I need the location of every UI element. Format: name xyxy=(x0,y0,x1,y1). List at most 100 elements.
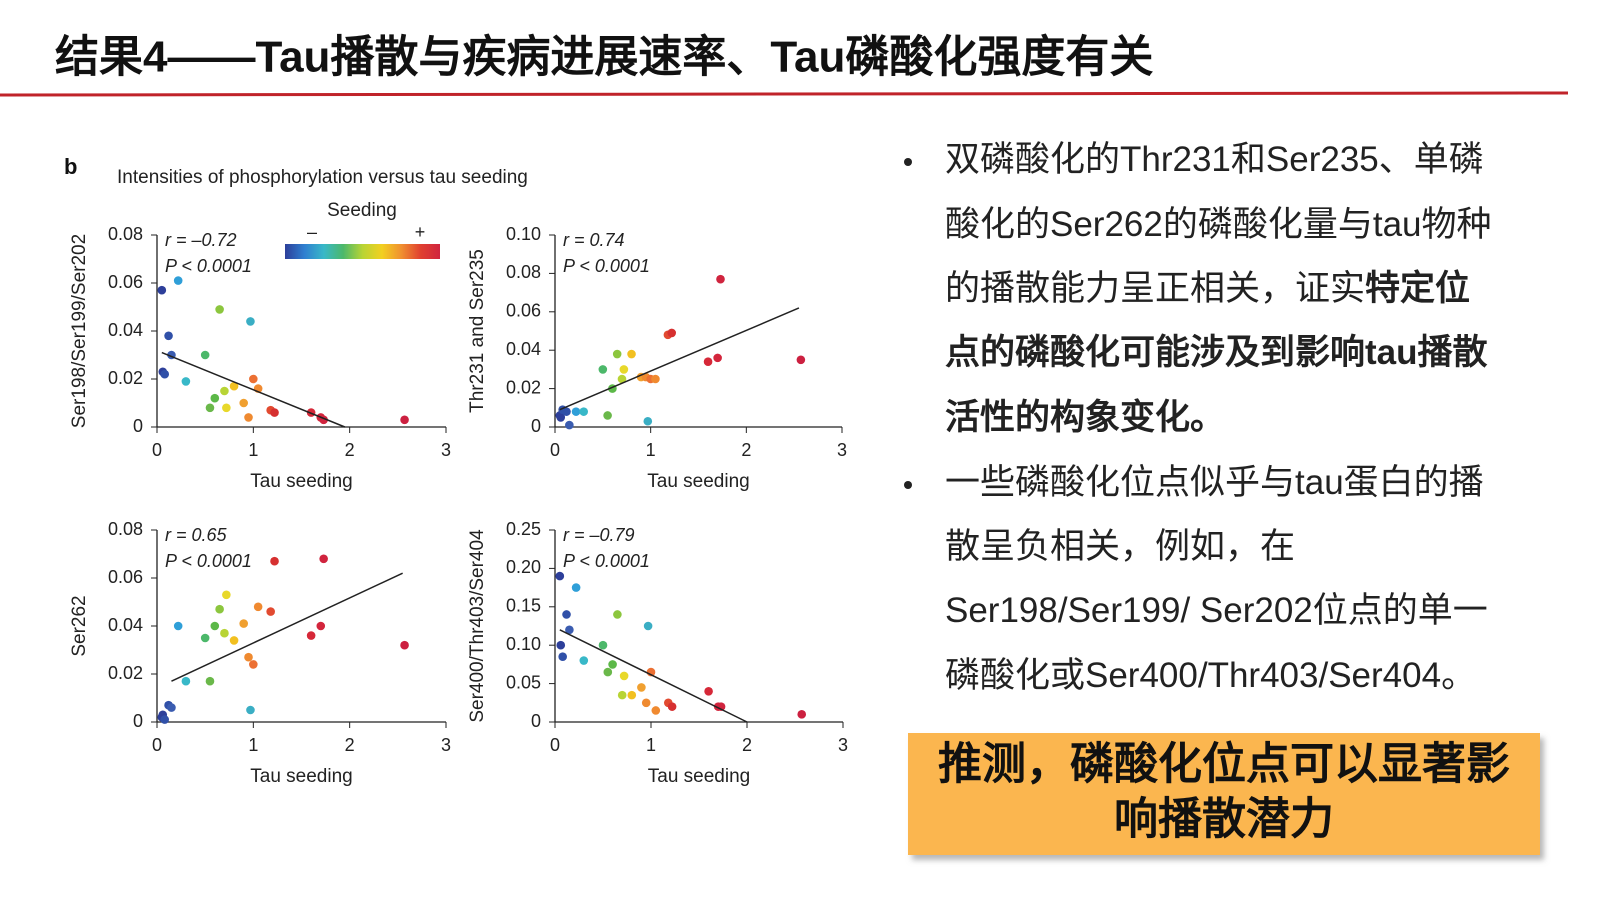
y-tick-label: 0.05 xyxy=(506,672,541,692)
colorbar-low: – xyxy=(307,222,317,242)
x-tick-label: 2 xyxy=(345,735,355,755)
scatter-point xyxy=(571,407,581,416)
bullet-text: 散呈负相关，例如，在 xyxy=(945,527,1295,566)
y-tick-label: 0.06 xyxy=(108,567,143,587)
scatter-point xyxy=(246,705,255,715)
scatter-point xyxy=(667,702,677,711)
x-tick-label: 1 xyxy=(248,440,258,460)
y-tick-label: 0.06 xyxy=(506,301,541,321)
scatter-point xyxy=(160,715,170,724)
y-axis-label: Ser400/Thr403/Ser404 xyxy=(467,529,488,723)
scatter-point xyxy=(246,317,255,326)
scatter-point xyxy=(651,706,661,715)
y-tick-label: 0 xyxy=(133,711,143,731)
scatter-point xyxy=(579,656,589,665)
fit-line xyxy=(161,351,346,428)
figure-title: Intensities of phosphorylation versus ta… xyxy=(117,167,528,188)
scatter-point xyxy=(608,660,617,669)
scatter-point xyxy=(716,274,725,284)
scatter-point xyxy=(555,571,565,581)
y-axis-label: Thr231 and Ser235 xyxy=(467,249,488,413)
bullet-text: 活性的构象变化。 xyxy=(945,398,1225,437)
colorbar xyxy=(285,244,440,259)
scatter-point xyxy=(704,686,713,696)
stat-annotation: r = –0.79 xyxy=(563,525,635,545)
bullet-line: 一些磷酸化位点似乎与tau蛋白的播 xyxy=(945,463,1484,502)
scatter-point xyxy=(619,365,629,374)
scatter-point xyxy=(244,413,253,422)
scatter-point xyxy=(249,374,258,384)
scatter-point xyxy=(173,621,183,631)
colorbar-high: + xyxy=(415,222,426,242)
x-axis-label: Tau seeding xyxy=(648,766,750,787)
scatter-point xyxy=(220,628,229,638)
scatter-point xyxy=(565,625,574,635)
bullet-line: 点的磷酸化可能涉及到影响tau播散 xyxy=(945,333,1488,372)
scatter-point xyxy=(167,703,176,712)
bullet-text: 酸化的Ser262的磷酸化量与tau物种 xyxy=(945,205,1492,244)
y-tick-label: 0.08 xyxy=(108,224,143,244)
x-tick-label: 3 xyxy=(441,440,451,460)
stat-annotation: r = –0.72 xyxy=(165,230,237,250)
scatter-point xyxy=(244,652,253,662)
scatter-point xyxy=(617,374,627,384)
scatter-point xyxy=(613,610,622,619)
bullet-text: Ser198/Ser199/ Ser202位点的单一 xyxy=(945,591,1488,630)
y-tick-label: 0.08 xyxy=(108,519,143,539)
bullet-dot xyxy=(904,158,912,166)
scatter-point xyxy=(400,415,409,425)
colorbar-title: Seeding xyxy=(327,200,397,221)
scatter-point xyxy=(556,413,566,422)
scatter-point xyxy=(222,590,231,600)
bullet-line: 酸化的Ser262的磷酸化量与tau物种 xyxy=(945,205,1492,244)
scatter-point xyxy=(306,631,316,640)
y-tick-label: 0 xyxy=(531,416,541,436)
scatter-point xyxy=(556,640,566,650)
scatter-point xyxy=(316,621,326,631)
x-tick-label: 0 xyxy=(550,735,560,755)
conclusion-box xyxy=(908,733,1540,855)
scatter-point xyxy=(229,636,239,645)
title-rule xyxy=(0,91,1569,97)
scatter-point xyxy=(619,671,629,681)
scatter-point xyxy=(603,411,612,420)
conclusion-text: 响播散潜力 xyxy=(1114,795,1334,844)
y-tick-label: 0.10 xyxy=(506,224,541,244)
x-tick-label: 2 xyxy=(741,440,751,460)
scatter-point xyxy=(562,407,571,416)
scatter-point xyxy=(220,386,229,396)
scatter-point xyxy=(627,690,637,700)
scatter-point xyxy=(558,652,567,662)
scatter-point xyxy=(571,583,581,592)
scatter-point xyxy=(641,698,651,708)
scatter-point xyxy=(400,640,409,650)
bullet-line: 双磷酸化的Thr231和Ser235、单磷 xyxy=(945,140,1484,179)
scatter-point xyxy=(627,349,636,359)
scatter-point xyxy=(643,621,653,631)
scatter-point xyxy=(205,403,215,413)
y-tick-label: 0.15 xyxy=(506,596,541,616)
stat-annotation: r = 0.74 xyxy=(563,230,625,250)
fit-line xyxy=(559,307,800,411)
slide-title: 结果4——Tau播散与疾病进展速率、Tau磷酸化强度有关 xyxy=(55,33,1153,82)
scatter-point xyxy=(215,604,224,614)
y-axis-label: Ser198/Ser199/Ser202 xyxy=(69,234,90,428)
bullet-line: 磷酸化或Ser400/Thr403/Ser404。 xyxy=(945,656,1476,695)
scatter-point xyxy=(210,393,220,403)
scatter-point xyxy=(270,556,279,566)
bullet-dot xyxy=(904,481,912,489)
bullet-text: 一些磷酸化位点似乎与tau蛋白的播 xyxy=(945,463,1484,502)
stat-annotation: r = 0.65 xyxy=(165,525,228,545)
stat-annotation: P < 0.0001 xyxy=(563,256,650,276)
fit-line xyxy=(559,629,748,723)
scatter-point xyxy=(617,690,627,700)
x-tick-label: 1 xyxy=(646,735,656,755)
scatter-point xyxy=(270,408,279,417)
bullet-text: 磷酸化或Ser400/Thr403/Ser404。 xyxy=(945,656,1476,695)
scatter-point xyxy=(667,328,677,338)
bullet-text: 特定位 xyxy=(1365,269,1470,308)
bullet-text: 的播散能力呈正相关，证实 xyxy=(945,269,1365,308)
scatter-point xyxy=(598,640,608,650)
x-tick-label: 0 xyxy=(152,735,162,755)
